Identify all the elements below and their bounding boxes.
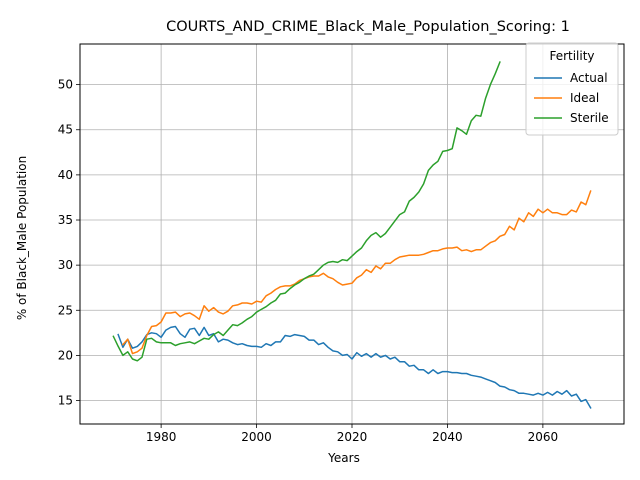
- series-lines: [112, 61, 592, 409]
- y-tick-label: 45: [58, 123, 73, 137]
- x-tick-label: 2040: [432, 430, 463, 444]
- legend: Fertility Actual Ideal Sterile: [525, 42, 619, 136]
- x-tick-label: 2000: [241, 430, 272, 444]
- x-tick-label: 2060: [528, 430, 559, 444]
- chart-title: COURTS_AND_CRIME_Black_Male_Population_S…: [166, 19, 570, 35]
- series-line-actual: [117, 325, 592, 409]
- y-axis-label: % of Black_Male Population: [15, 156, 29, 320]
- x-tick-label: 2020: [337, 430, 368, 444]
- y-tick-label: 20: [58, 348, 73, 362]
- legend-label-sterile: Sterile: [570, 111, 609, 125]
- y-tick-label: 35: [58, 213, 73, 227]
- legend-entries: Actual Ideal Sterile: [534, 71, 609, 125]
- legend-title: Fertility: [549, 49, 594, 63]
- x-axis-label: Years: [327, 451, 360, 465]
- y-tick-label: 15: [58, 394, 73, 408]
- series-line-ideal: [121, 190, 592, 355]
- y-tick-label: 25: [58, 303, 73, 317]
- y-tick-label: 30: [58, 258, 73, 272]
- x-axis: 1980 2000 2020 2040 2060: [146, 424, 558, 444]
- y-axis: 15 20 25 30 35 40 45 50: [58, 78, 80, 408]
- legend-box: [525, 42, 619, 136]
- series-line-sterile: [112, 61, 501, 362]
- y-tick-label: 50: [58, 78, 73, 92]
- legend-label-ideal: Ideal: [570, 91, 599, 105]
- x-tick-label: 1980: [146, 430, 177, 444]
- legend-label-actual: Actual: [570, 71, 608, 85]
- y-tick-label: 40: [58, 168, 73, 182]
